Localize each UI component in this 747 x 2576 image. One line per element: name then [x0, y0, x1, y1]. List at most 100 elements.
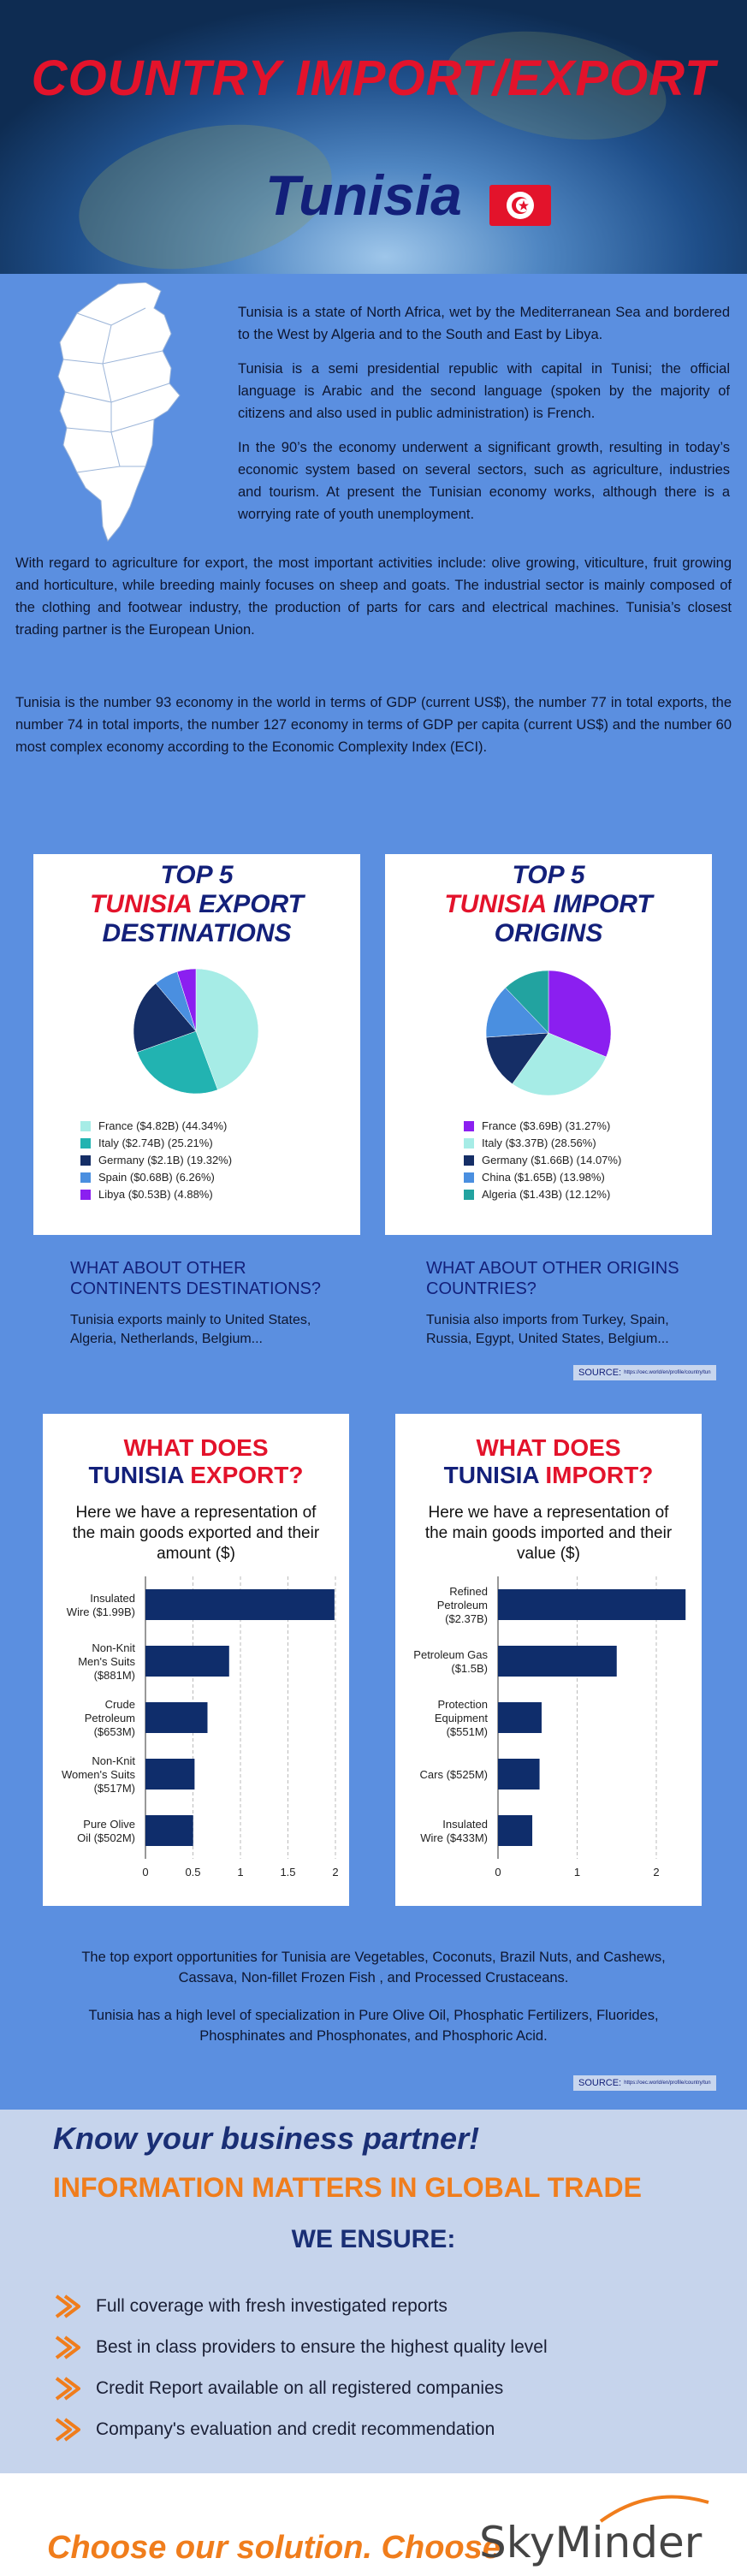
other-destinations-text: Tunisia exports mainly to United States,… — [70, 1313, 311, 1346]
legend-item: Algeria ($1.43B) (12.12%) — [464, 1186, 621, 1203]
category-label: Insulated Wire ($433M) — [420, 1818, 488, 1844]
bar — [145, 1589, 335, 1620]
legend-item: Spain ($0.68B) (6.26%) — [80, 1169, 232, 1186]
card-title-line: WHAT DOES — [476, 1434, 621, 1461]
info-matters-heading: INFORMATION MATTERS IN GLOBAL TRADE — [53, 2172, 642, 2203]
card-title-line: ORIGINS — [494, 919, 603, 947]
x-tick-label: 1 — [237, 1866, 243, 1879]
x-tick-label: 0 — [495, 1866, 501, 1879]
import-bar-chart: 0 1 2 Refined Petroleum ($2.37B) Petroleum Gas… — [413, 1576, 686, 1879]
pie-slice — [195, 968, 259, 1090]
card-title-line: TOP 5 — [512, 861, 585, 889]
source-note[interactable]: SOURCE: https://oec.world/en/profile/cou… — [573, 1365, 716, 1380]
other-destinations-heading: WHAT ABOUT OTHER CONTINENTS DESTINATIONS… — [70, 1259, 321, 1298]
legend-swatch — [80, 1172, 91, 1183]
ensure-section — [0, 2110, 747, 2473]
category-label: Refined Petroleum ($2.37B) — [437, 1585, 488, 1625]
other-origins-heading: WHAT ABOUT OTHER ORIGINS COUNTRIES? — [426, 1259, 679, 1298]
legend-swatch — [464, 1138, 474, 1149]
ensure-item: Credit Report available on all registere… — [53, 2376, 503, 2401]
bar — [145, 1759, 195, 1790]
country-name: Tunisia — [265, 163, 462, 227]
intro-paragraph: With regard to agriculture for export, t… — [15, 555, 732, 638]
legend-item: Germany ($2.1B) (19.32%) — [80, 1152, 232, 1169]
pie-slice — [136, 1030, 218, 1095]
card-title-line: TUNISIA EXPORT — [89, 890, 305, 918]
legend-item: Libya ($0.53B) (4.88%) — [80, 1186, 232, 1203]
intro-paragraph: In the 90’s the economy underwent a sign… — [238, 440, 730, 522]
legend-label: France ($4.82B) (44.34%) — [98, 1119, 228, 1132]
skyminder-logo[interactable]: SkyMinder — [479, 2518, 703, 2567]
category-label: Protection Equipment ($551M) — [435, 1698, 489, 1738]
category-label: Crude Petroleum ($653M) — [85, 1698, 135, 1738]
import-origins-card: TOP 5 TUNISIA IMPORT ORIGINS France ($3.… — [385, 854, 712, 1235]
pie-slice — [485, 987, 549, 1038]
card-title-line: TUNISIA IMPORT? — [443, 1462, 654, 1488]
x-tick-label: 2 — [653, 1866, 659, 1879]
know-partner-heading: Know your business partner! — [53, 2121, 480, 2156]
category-label: Non-Knit Men's Suits ($881M) — [78, 1641, 135, 1682]
tunisia-map-icon — [57, 282, 181, 543]
opportunities-text: The top export opportunities for Tunisia… — [81, 1950, 666, 1985]
pie-slice — [133, 982, 197, 1053]
category-label: Pure Olive Oil ($502M) — [77, 1818, 135, 1844]
card-title-line: TOP 5 — [160, 861, 234, 889]
ensure-item: Full coverage with fresh investigated re… — [53, 2294, 448, 2319]
legend-label: Spain ($0.68B) (6.26%) — [98, 1171, 215, 1184]
x-tick-label: 0.5 — [185, 1866, 200, 1879]
legend-label: China ($1.65B) (13.98%) — [482, 1171, 605, 1184]
chevron-right-icon — [55, 2377, 80, 2401]
legend-swatch — [80, 1138, 91, 1149]
chevron-right-icon — [55, 2418, 80, 2442]
ensure-item: Best in class providers to ensure the hi… — [53, 2335, 548, 2360]
import-pie-legend: France ($3.69B) (31.27%) Italy ($3.37B) (… — [464, 1118, 621, 1203]
card-subtitle: Here we have a representation of the mai… — [424, 1504, 673, 1563]
bar — [498, 1702, 542, 1733]
card-title-line: WHAT DOES — [123, 1434, 269, 1461]
legend-item: China ($1.65B) (13.98%) — [464, 1169, 621, 1186]
bar — [498, 1646, 617, 1677]
legend-swatch — [464, 1155, 474, 1166]
intro-paragraph: Tunisia is a semi presidential republic … — [238, 361, 730, 421]
x-tick-label: 1 — [574, 1866, 580, 1879]
legend-item: France ($4.82B) (44.34%) — [80, 1118, 232, 1135]
intro-paragraph: Tunisia is a state of North Africa, wet … — [238, 305, 730, 342]
import-goods-card: WHAT DOES TUNISIA IMPORT? Here we have a… — [395, 1414, 702, 1906]
bar — [145, 1815, 193, 1846]
we-ensure-heading: WE ENSURE: — [291, 2225, 456, 2253]
legend-item: France ($3.69B) (31.27%) — [464, 1118, 621, 1135]
card-title-line: TUNISIA IMPORT — [444, 890, 653, 918]
pie-slice — [548, 970, 612, 1058]
category-label: Petroleum Gas ($1.5B) — [413, 1648, 488, 1675]
source-note[interactable]: SOURCE: https://oec.world/en/profile/cou… — [573, 2075, 716, 2091]
legend-label: Italy ($2.74B) (25.21%) — [98, 1137, 213, 1149]
category-label: Non-Knit Women's Suits ($517M) — [62, 1754, 136, 1795]
legend-item: Italy ($3.37B) (28.56%) — [464, 1135, 621, 1152]
card-title-line: TUNISIA EXPORT? — [88, 1462, 304, 1488]
legend-swatch — [80, 1121, 91, 1131]
x-tick-label: 1.5 — [280, 1866, 295, 1879]
legend-label: France ($3.69B) (31.27%) — [482, 1119, 611, 1132]
chevron-right-icon — [55, 2336, 80, 2359]
pie-slice — [512, 1032, 607, 1096]
legend-item: Italy ($2.74B) (25.21%) — [80, 1135, 232, 1152]
intro-paragraph: Tunisia is the number 93 economy in the … — [15, 695, 732, 755]
legend-label: Libya ($0.53B) (4.88%) — [98, 1188, 213, 1201]
export-bar-chart: 0 0.5 1 1.5 2 Insulated Wire ($1.99B) Non-Knit M… — [62, 1576, 339, 1879]
legend-label: Algeria ($1.43B) (12.12%) — [482, 1188, 611, 1201]
footer — [0, 2473, 747, 2576]
pie-slice — [176, 968, 197, 1032]
legend-label: Italy ($3.37B) (28.56%) — [482, 1137, 596, 1149]
legend-swatch — [464, 1190, 474, 1200]
bar — [145, 1646, 229, 1677]
ensure-item: Company's evaluation and credit recommen… — [53, 2417, 495, 2442]
legend-label: Germany ($1.66B) (14.07%) — [482, 1154, 622, 1166]
bar — [498, 1589, 686, 1620]
legend-swatch — [464, 1172, 474, 1183]
category-label: Insulated Wire ($1.99B) — [67, 1592, 135, 1618]
chevron-right-icon — [55, 2294, 80, 2318]
choose-tagline: Choose our solution. Choose — [47, 2530, 501, 2566]
legend-swatch — [80, 1155, 91, 1166]
x-tick-label: 2 — [332, 1866, 338, 1879]
specialization-text: Tunisia has a high level of specializati… — [88, 2008, 659, 2044]
